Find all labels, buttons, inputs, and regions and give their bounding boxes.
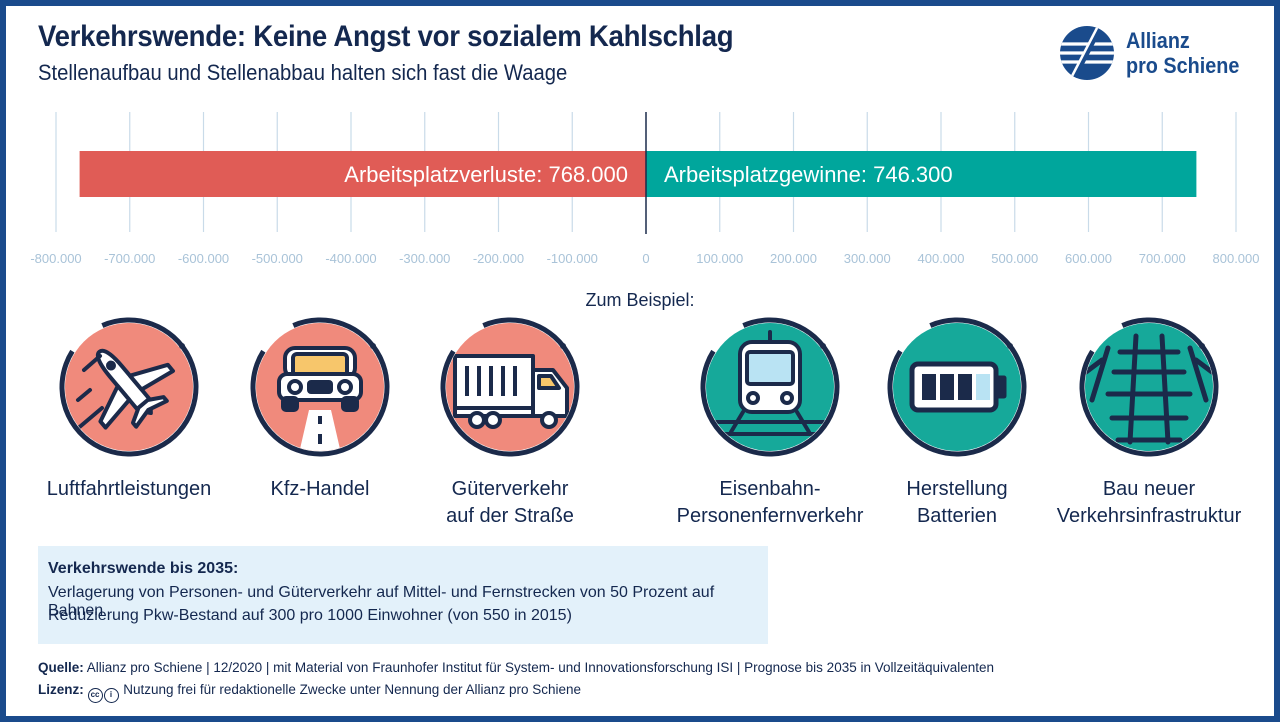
example-label-line-1: Güterverkehr (451, 478, 569, 500)
chart-tick-labels: -800.000 -700.000 -600.000 -500.000 -400.000… (30, 251, 1259, 266)
train-icon (700, 317, 840, 457)
example-label-line-1: Bau neuer (1102, 478, 1196, 500)
tick-label: -200.000 (473, 251, 524, 266)
truck-icon (440, 317, 580, 457)
example-icon-6 (1074, 312, 1224, 462)
license-label: Lizenz: (38, 682, 84, 697)
page-title: Verkehrswende: Keine Angst vor sozialem … (38, 20, 734, 53)
bar-chart: Arbeitsplatzverluste: 768.000 Arbeitsplat… (30, 112, 1260, 266)
example-label-4: Eisenbahn- Personenfernverkehr (665, 476, 875, 530)
battery-icon (887, 317, 1027, 457)
logo: Allianz pro Schiene (1058, 24, 1258, 82)
tick-label: 200.000 (770, 251, 817, 266)
source-text: Allianz pro Schiene | 12/2020 | mit Mate… (86, 660, 995, 675)
tick-label: -800.000 (30, 251, 81, 266)
example-label-line-1: Herstellung (906, 478, 1008, 500)
car-icon (250, 317, 390, 457)
example-label-5: Herstellung Batterien (852, 476, 1062, 530)
tick-label: 600.000 (1065, 251, 1112, 266)
example-icon-1 (54, 312, 204, 462)
example-icon-2 (245, 312, 395, 462)
logo-line-1: Allianz (1126, 28, 1190, 53)
tick-label: -400.000 (325, 251, 376, 266)
bar-gains (646, 151, 1197, 197)
page-subtitle: Stellenaufbau und Stellenabbau halten si… (38, 60, 568, 85)
example-label-line-1: Kfz-Handel (270, 478, 370, 500)
data-label-gains: Arbeitsplatzgewinne: 746.300 (664, 162, 953, 187)
example-label-3: Güterverkehr auf der Straße (405, 476, 615, 530)
example-label-line-2: auf der Straße (446, 505, 574, 527)
tick-label: 100.000 (696, 251, 743, 266)
example-label-6: Bau neuer Verkehrsinfrastruktur (1044, 476, 1254, 530)
info-box: Verkehrswende bis 2035: Verlagerung von … (38, 546, 768, 644)
example-label-line-1: Eisenbahn- (719, 478, 821, 500)
example-label-2: Kfz-Handel (215, 476, 425, 503)
tick-label: -600.000 (178, 251, 229, 266)
license-text: Nutzung frei für redaktionelle Zwecke un… (123, 682, 582, 697)
example-label-line-2: Batterien (916, 505, 998, 527)
tick-label: 300.000 (844, 251, 891, 266)
logo-line-2: pro Schiene (1126, 53, 1240, 78)
example-icon-3 (435, 312, 585, 462)
tick-label: 0 (642, 251, 649, 266)
tick-label: 400.000 (918, 251, 965, 266)
by-icon: i (103, 688, 119, 703)
examples-heading: Zum Beispiel: (585, 290, 695, 310)
airplane-icon (59, 317, 199, 457)
logo-text: Allianz pro Schiene (1126, 28, 1239, 78)
info-box-title: Verkehrswende bis 2035: (48, 560, 239, 577)
chart-bars (79, 151, 1197, 197)
tick-label: -500.000 (252, 251, 303, 266)
tick-label: 500.000 (991, 251, 1038, 266)
example-icon-4 (695, 312, 845, 462)
railway-tracks-icon (1079, 317, 1219, 457)
tick-label: 800.000 (1213, 251, 1260, 266)
bar-losses (79, 151, 647, 197)
example-label-1: Luftfahrtleistungen (24, 476, 234, 503)
example-label-line-2: Personenfernverkehr (676, 505, 864, 527)
example-label-line-1: Luftfahrtleistungen (46, 478, 212, 500)
tick-label: -700.000 (104, 251, 155, 266)
license-line: Lizenz: cc i Nutzung frei für redaktionel… (38, 682, 581, 703)
data-label-losses: Arbeitsplatzverluste: 768.000 (344, 162, 628, 187)
tick-label: -300.000 (399, 251, 450, 266)
tick-label: 700.000 (1139, 251, 1186, 266)
tick-label: -100.000 (547, 251, 598, 266)
logo-mark-icon (1060, 26, 1114, 80)
example-icon-5 (882, 312, 1032, 462)
example-label-line-2: Verkehrsinfrastruktur (1056, 505, 1242, 527)
chart-data-labels: Arbeitsplatzverluste: 768.000 Arbeitsplat… (344, 162, 952, 187)
cc-icon: cc (87, 688, 103, 703)
source-label: Quelle: (38, 660, 84, 675)
source-line: Quelle: Allianz pro Schiene | 12/2020 | … (38, 660, 994, 675)
info-box-line-1: Verlagerung von Personen- und Güterverke… (48, 584, 715, 619)
info-box-line-2: Reduzierung Pkw-Bestand auf 300 pro 1000… (48, 607, 572, 624)
